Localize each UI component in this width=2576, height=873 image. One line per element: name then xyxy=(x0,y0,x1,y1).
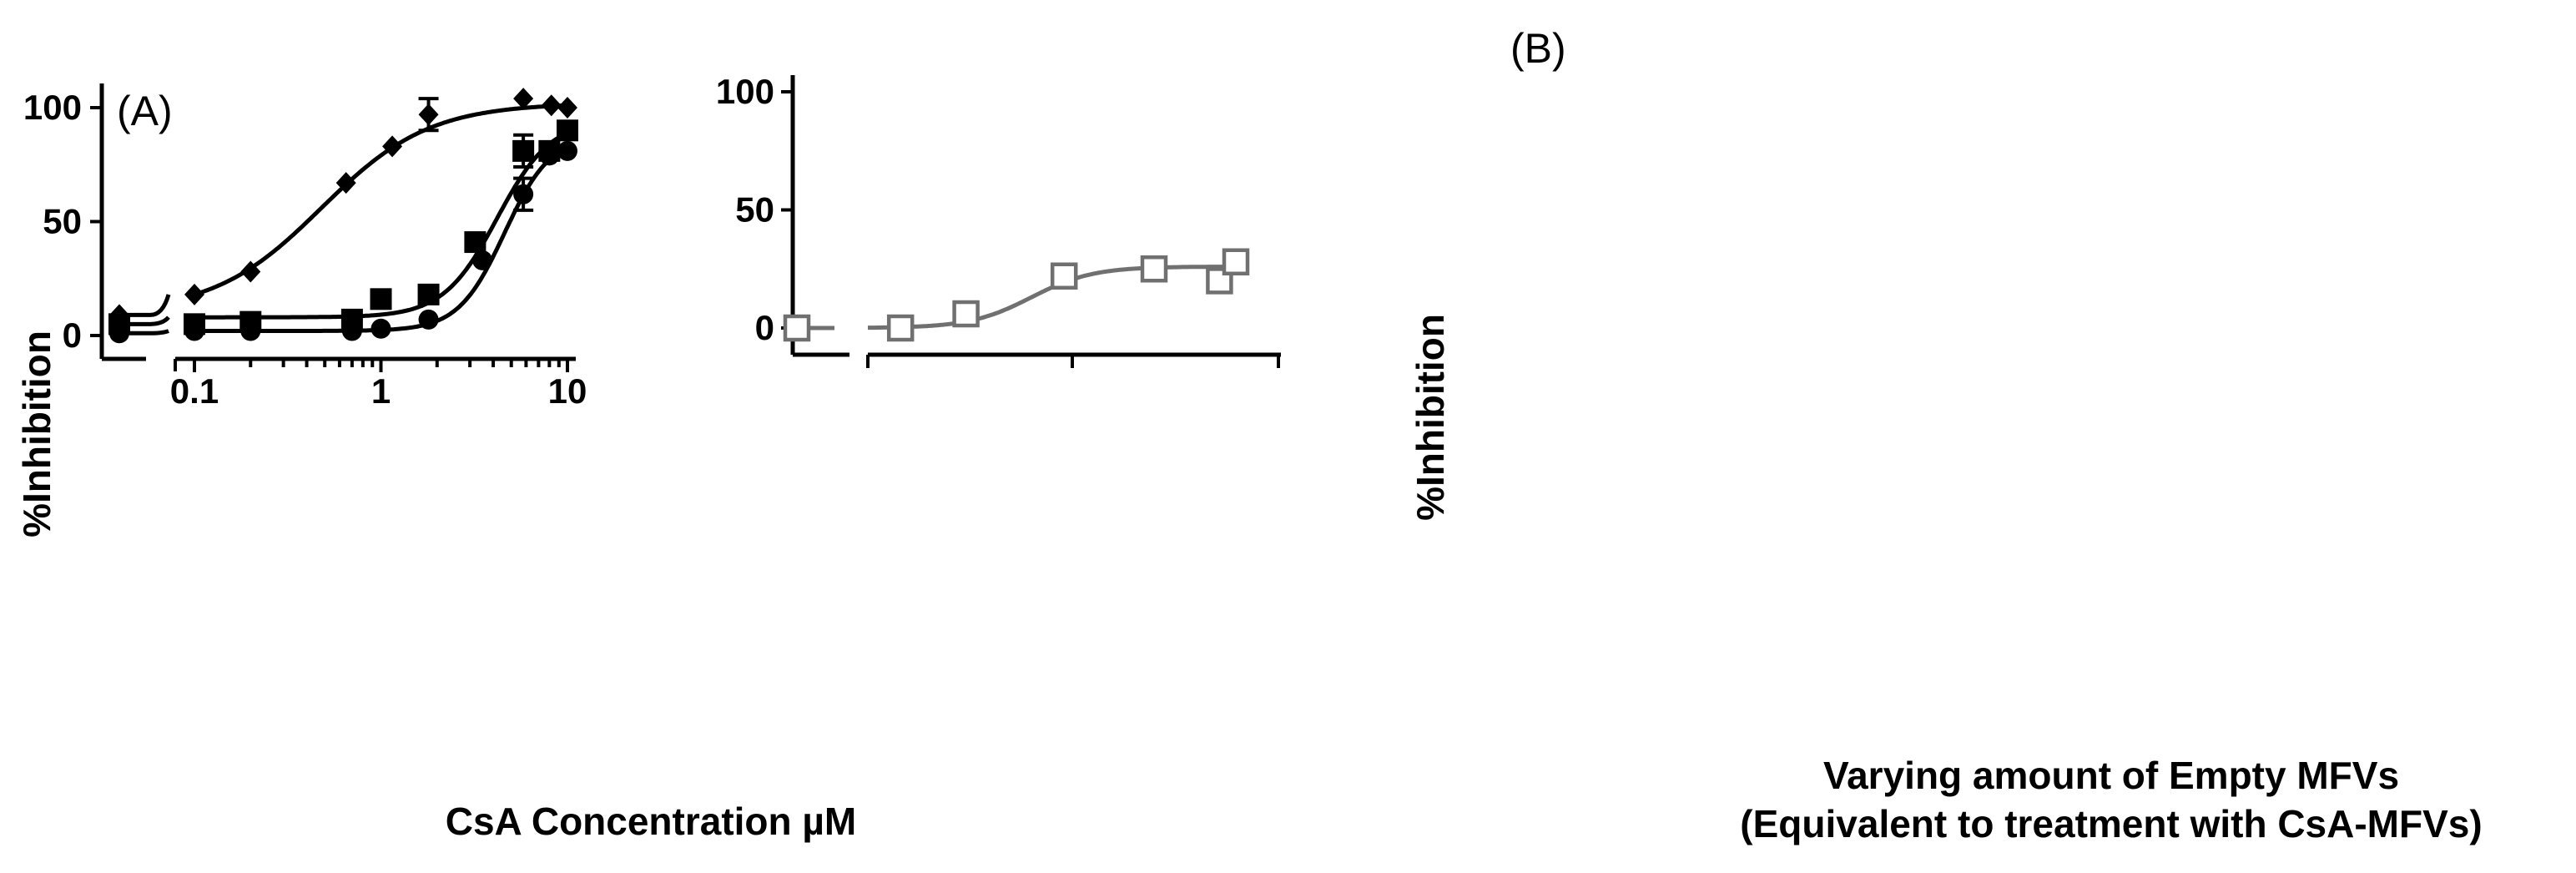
panel-a-x-tick-label: 1 xyxy=(371,371,391,411)
panel-b-x-axis-title-line2: (Equivalent to treatment with CsA-MFVs) xyxy=(1740,802,2482,845)
panel-a-point-circle xyxy=(184,320,204,341)
panel-b-point xyxy=(886,314,915,342)
panel-b-y-tick-label: 50 xyxy=(735,190,774,230)
panel-a-fit-curves xyxy=(119,103,569,336)
panel-a-point-diamond xyxy=(184,283,204,305)
panel-a-point-diamond xyxy=(541,94,562,117)
panel-a-data-points xyxy=(108,88,578,344)
panel-a-control-line-diamond xyxy=(119,294,171,317)
panel-a-y-axis-title: %Inhibition xyxy=(15,331,58,537)
panel-a-chart: (A) %Inhibition CsA Concentration µM 0 50… xyxy=(15,83,856,843)
panel-a-point-diamond xyxy=(382,135,403,158)
panel-b-data-points xyxy=(783,248,1250,342)
panel-a-point-square xyxy=(464,231,486,254)
panel-b-label: (B) xyxy=(1510,25,1566,72)
panel-a-label: (A) xyxy=(117,88,173,134)
panel-a-control-line-circle xyxy=(119,329,169,336)
panel-a-point-diamond xyxy=(335,172,356,194)
panel-b-y-tick-label: 0 xyxy=(755,308,774,347)
panel-b-y-tick-label: 100 xyxy=(716,72,774,111)
panel-b-fit-curves xyxy=(797,265,1236,331)
panel-a-y-tick-label: 100 xyxy=(23,88,82,127)
panel-a-x-tick-label: 10 xyxy=(548,371,587,411)
panel-a-point-circle xyxy=(557,140,577,161)
panel-a-point-square xyxy=(417,283,440,305)
panel-a-tick-labels: 0 50 100 0.1 1 10 xyxy=(23,88,587,411)
panel-b-point xyxy=(952,300,980,328)
panel-b-point xyxy=(1140,255,1168,283)
panel-a-point-circle xyxy=(472,250,493,270)
panel-a-control-line-square xyxy=(119,315,170,326)
panel-a-x-axis-title: CsA Concentration µM xyxy=(446,800,856,843)
panel-a-y-tick-label: 50 xyxy=(43,202,82,241)
panel-a-point-circle xyxy=(513,184,534,204)
panel-a-point-circle xyxy=(418,309,439,330)
panel-b-axes xyxy=(781,75,1281,368)
panel-a-x-tick-label: 0.1 xyxy=(170,371,219,411)
panel-b-tick-labels: 0 50 100 xyxy=(716,72,774,347)
panel-a-fit-curve-diamond xyxy=(194,103,567,297)
panel-a-point-diamond xyxy=(557,97,577,119)
panel-a-y-tick-label: 0 xyxy=(63,315,82,355)
panel-a-point-circle xyxy=(371,318,391,339)
panel-a-point-diamond xyxy=(418,103,439,126)
panel-a-point-diamond xyxy=(513,88,534,110)
panel-b-y-axis-title: %Inhibition xyxy=(1409,314,1452,521)
panel-b-chart: (B) %Inhibition Varying amount of Empty … xyxy=(716,25,2483,845)
panel-a-point-circle xyxy=(240,320,261,341)
panel-a-point-square xyxy=(512,139,535,162)
panel-a-point-square xyxy=(370,288,392,310)
panel-a-axes xyxy=(90,83,576,372)
panel-a-point-circle xyxy=(539,145,560,166)
panel-a-control-point-circle xyxy=(109,323,129,344)
panel-a-point-circle xyxy=(341,320,362,341)
panel-b-x-axis-title-line1: Varying amount of Empty MFVs xyxy=(1823,754,2399,797)
panel-b-point xyxy=(1050,262,1078,290)
panel-a-point-square xyxy=(557,119,578,142)
panel-a-point-diamond xyxy=(240,260,261,283)
panel-b-point xyxy=(1222,248,1250,276)
panel-b-control-point xyxy=(783,314,811,342)
